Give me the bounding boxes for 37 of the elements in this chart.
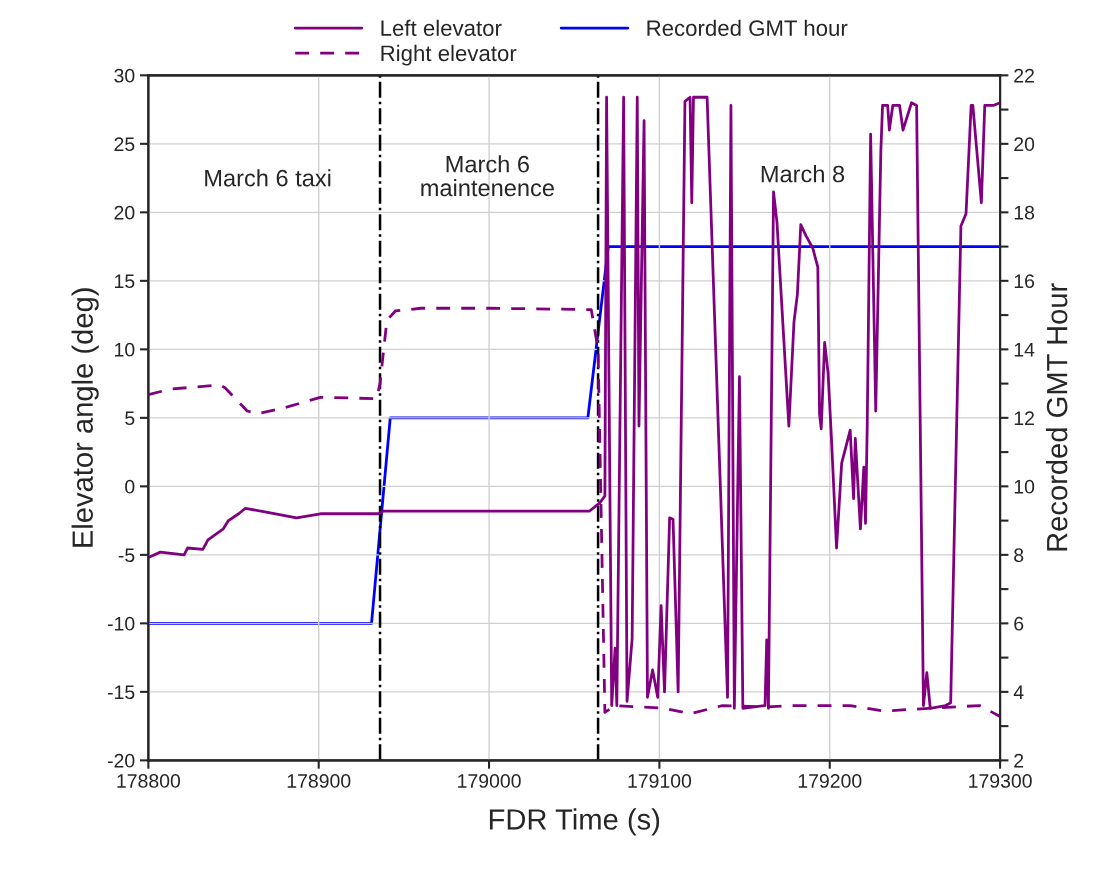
y-tick-label: -15 xyxy=(107,685,135,700)
y2-tick-label: 10 xyxy=(1014,479,1035,494)
legend-label: Right elevator xyxy=(381,44,517,66)
y-tick-label: -10 xyxy=(107,616,135,631)
legend-label: Recorded GMT hour xyxy=(647,19,848,37)
y-tick-label: 0 xyxy=(125,479,135,494)
x-tick-label: 179200 xyxy=(798,774,862,788)
y2-tick-label: 16 xyxy=(1014,274,1035,289)
annotation: March 6 maintenence xyxy=(421,155,554,197)
x-tick-label: 179100 xyxy=(628,774,692,788)
y-tick-label: 25 xyxy=(114,137,135,152)
y2-tick-label: 20 xyxy=(1014,137,1035,152)
y2-tick-label: 14 xyxy=(1014,343,1035,357)
y-tick-label: 5 xyxy=(125,411,135,426)
y-tick-label: 30 xyxy=(114,68,135,83)
annotation: March 8 xyxy=(761,165,845,183)
y2-tick-label: 4 xyxy=(1013,685,1024,699)
y2-tick-label: 8 xyxy=(1014,548,1024,563)
x-tick-label: 178800 xyxy=(117,774,181,788)
x-tick-label: 178900 xyxy=(287,774,351,788)
annotation: March 6 taxi xyxy=(205,169,331,187)
y2-tick-label: 18 xyxy=(1014,205,1035,220)
y-axis-title: Elevator angle (deg) xyxy=(71,288,99,547)
y2-tick-label: 22 xyxy=(1014,68,1034,83)
x-tick-label: 179300 xyxy=(969,774,1032,788)
y2-tick-label: 6 xyxy=(1014,616,1024,631)
y-tick-label: 10 xyxy=(115,342,135,357)
legend-label: Left elevator xyxy=(381,19,502,37)
y2-tick-label: 2 xyxy=(1014,753,1024,768)
y-tick-label: -5 xyxy=(118,548,135,563)
y-tick-label: 20 xyxy=(114,205,135,220)
x-axis-title: FDR Time (s) xyxy=(489,808,660,836)
y-tick-label: 15 xyxy=(115,274,135,289)
y2-axis-title: Recorded GMT Hour xyxy=(1046,283,1068,551)
y2-tick-label: 12 xyxy=(1014,411,1034,425)
x-tick-label: 179000 xyxy=(458,774,521,788)
y-tick-label: -20 xyxy=(107,753,135,768)
